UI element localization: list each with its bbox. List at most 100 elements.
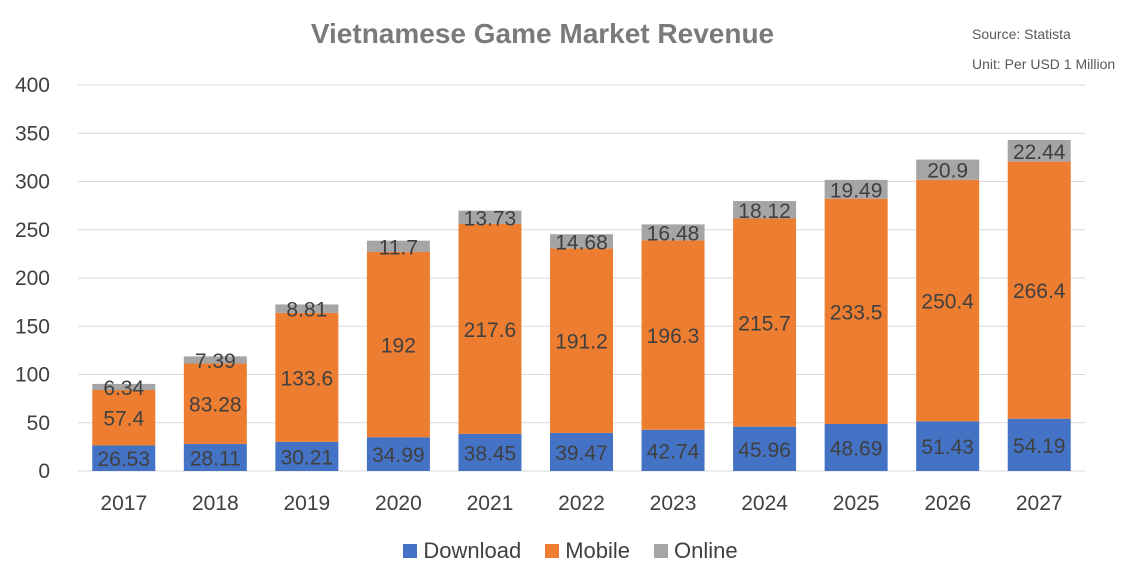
bar-download xyxy=(366,437,430,471)
bar-mobile xyxy=(824,198,888,425)
bar-download xyxy=(458,433,522,471)
data-label-online: 8.81 xyxy=(286,299,327,322)
bar-online xyxy=(550,234,613,249)
source-note: Source: Statista xyxy=(972,26,1071,42)
data-label-download: 39.47 xyxy=(555,442,608,465)
legend-swatch xyxy=(545,544,560,558)
y-tick-label: 150 xyxy=(15,315,50,338)
x-tick-label: 2020 xyxy=(375,492,422,515)
data-label-download: 34.99 xyxy=(372,444,425,467)
data-label-online: 18.12 xyxy=(738,200,791,223)
data-label-online: 16.48 xyxy=(647,222,700,245)
bar-online xyxy=(183,356,247,364)
data-label-mobile: 250.4 xyxy=(921,291,974,314)
data-label-mobile: 57.4 xyxy=(103,408,144,431)
bar-mobile xyxy=(916,179,980,422)
legend-item-download: Download xyxy=(403,538,521,564)
x-tick-label: 2022 xyxy=(558,492,605,515)
data-label-download: 26.53 xyxy=(97,448,150,471)
x-tick-label: 2017 xyxy=(100,492,147,515)
bar-download xyxy=(275,441,339,471)
data-label-online: 7.39 xyxy=(195,350,236,373)
x-tick-label: 2021 xyxy=(467,492,514,515)
data-label-mobile: 192 xyxy=(381,335,416,358)
x-tick-label: 2018 xyxy=(192,492,239,515)
x-tick-label: 2025 xyxy=(833,492,880,515)
data-label-download: 28.11 xyxy=(190,447,241,470)
bar-download xyxy=(824,424,888,471)
y-tick-label: 350 xyxy=(15,122,50,145)
data-label-download: 42.74 xyxy=(647,440,700,463)
y-tick-label: 250 xyxy=(15,219,50,242)
legend-item-mobile: Mobile xyxy=(545,538,630,564)
bar-mobile xyxy=(550,248,613,433)
bar-online xyxy=(733,201,797,219)
y-tick-label: 300 xyxy=(15,171,50,194)
bar-mobile xyxy=(92,390,156,446)
x-tick-label: 2024 xyxy=(741,492,788,515)
chart-title: Vietnamese Game Market Revenue xyxy=(310,18,775,49)
bar-online xyxy=(916,159,980,180)
bar-mobile xyxy=(641,240,705,430)
data-label-online: 14.68 xyxy=(555,231,608,254)
data-label-mobile: 83.28 xyxy=(189,394,242,417)
data-label-online: 13.73 xyxy=(464,207,517,230)
data-label-online: 22.44 xyxy=(1013,141,1066,164)
unit-note: Unit: Per USD 1 Million xyxy=(972,56,1116,72)
legend-item-online: Online xyxy=(654,538,738,564)
data-label-download: 54.19 xyxy=(1013,435,1066,458)
bar-download xyxy=(733,426,797,471)
data-label-mobile: 196.3 xyxy=(647,325,700,348)
data-label-online: 11.7 xyxy=(379,236,418,259)
y-tick-label: 400 xyxy=(15,74,50,97)
data-label-mobile: 266.4 xyxy=(1013,280,1066,303)
bar-mobile xyxy=(275,312,339,442)
data-label-mobile: 217.6 xyxy=(464,319,517,342)
data-label-download: 48.69 xyxy=(830,438,883,461)
data-label-mobile: 133.6 xyxy=(281,367,334,390)
bar-download xyxy=(641,429,705,471)
bar-online xyxy=(366,240,430,252)
data-label-download: 51.43 xyxy=(921,436,974,459)
bar-online xyxy=(1007,139,1071,162)
x-tick-label: 2026 xyxy=(924,492,971,515)
bar-online xyxy=(92,383,156,391)
data-label-mobile: 215.7 xyxy=(738,313,791,336)
x-tick-label: 2027 xyxy=(1016,492,1063,515)
legend-label: Mobile xyxy=(565,538,631,563)
data-label-download: 30.21 xyxy=(281,446,334,469)
y-tick-label: 0 xyxy=(38,460,50,483)
data-label-download: 45.96 xyxy=(738,439,791,462)
bar-online xyxy=(824,179,888,199)
y-tick-label: 50 xyxy=(27,412,50,435)
bar-online xyxy=(275,304,339,313)
bar-mobile xyxy=(183,363,247,444)
y-tick-label: 100 xyxy=(15,364,50,387)
bar-online xyxy=(641,224,705,241)
y-tick-label: 200 xyxy=(15,267,50,290)
bar-download xyxy=(92,445,156,471)
bar-mobile xyxy=(458,223,522,434)
bar-download xyxy=(183,443,247,471)
legend-swatch xyxy=(654,544,669,558)
bar-mobile xyxy=(1007,161,1071,419)
data-label-mobile: 191.2 xyxy=(555,331,608,354)
data-label-online: 6.34 xyxy=(103,377,144,400)
legend-label: Online xyxy=(674,538,738,563)
bar-online xyxy=(458,210,522,224)
x-tick-label: 2023 xyxy=(650,492,697,515)
data-label-online: 19.49 xyxy=(830,179,883,202)
bar-download xyxy=(916,421,980,471)
legend: Download Mobile Online xyxy=(0,538,1141,564)
legend-label: Download xyxy=(423,538,522,563)
x-tick-label: 2019 xyxy=(284,492,331,515)
data-label-download: 38.45 xyxy=(464,442,517,465)
bar-mobile xyxy=(733,218,797,427)
data-label-online: 20.9 xyxy=(927,160,968,183)
bar-download xyxy=(550,432,613,471)
legend-swatch xyxy=(403,544,418,558)
data-label-mobile: 233.5 xyxy=(830,301,883,324)
bar-download xyxy=(1007,418,1071,471)
bar-mobile xyxy=(366,251,430,438)
